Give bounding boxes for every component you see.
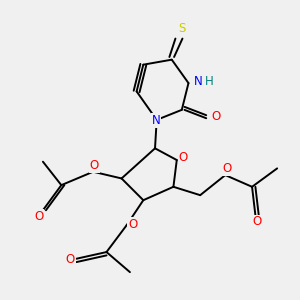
Text: H: H: [205, 75, 214, 88]
Text: S: S: [178, 22, 185, 35]
Text: O: O: [212, 110, 221, 123]
Text: O: O: [90, 159, 99, 172]
Text: O: O: [222, 162, 232, 175]
Text: O: O: [252, 215, 262, 228]
Text: O: O: [179, 151, 188, 164]
Text: O: O: [66, 253, 75, 266]
Text: N: N: [194, 75, 203, 88]
Text: N: N: [152, 114, 160, 127]
Text: O: O: [128, 218, 137, 231]
Text: O: O: [34, 210, 44, 223]
